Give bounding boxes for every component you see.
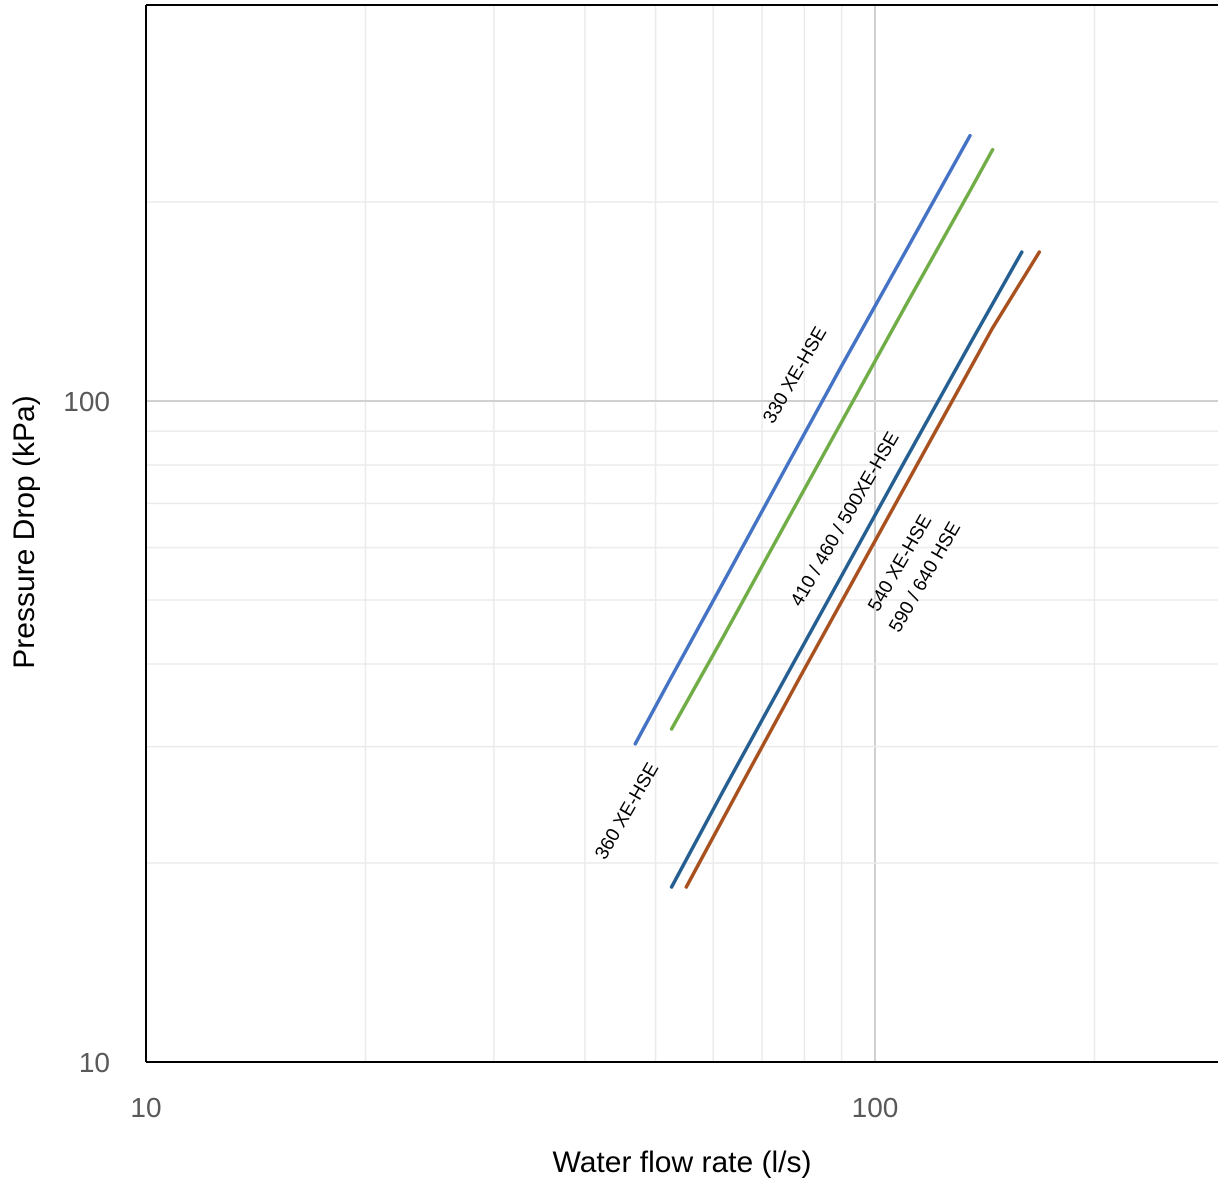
series-annotation: 330 XE-HSE [759, 323, 831, 427]
series-lines [633, 133, 1042, 889]
grid-lines [145, 5, 1218, 1063]
x-tick-label: 100 [852, 1092, 899, 1123]
series-line-3 [669, 250, 1024, 889]
series-line-4 [684, 250, 1042, 889]
x-axis-title: Water flow rate (l/s) [553, 1146, 812, 1179]
y-tick-label: 10 [79, 1047, 110, 1078]
series-annotation: 360 XE-HSE [591, 759, 663, 863]
series-line-1 [633, 133, 972, 746]
x-tick-label: 10 [130, 1092, 161, 1123]
axes [145, 4, 1218, 1063]
series-line-2 [669, 147, 995, 731]
y-axis-title: Pressure Drop (kPa) [8, 395, 41, 668]
tick-labels: 10 100 10 100 [63, 386, 898, 1123]
y-tick-label: 100 [63, 386, 110, 417]
